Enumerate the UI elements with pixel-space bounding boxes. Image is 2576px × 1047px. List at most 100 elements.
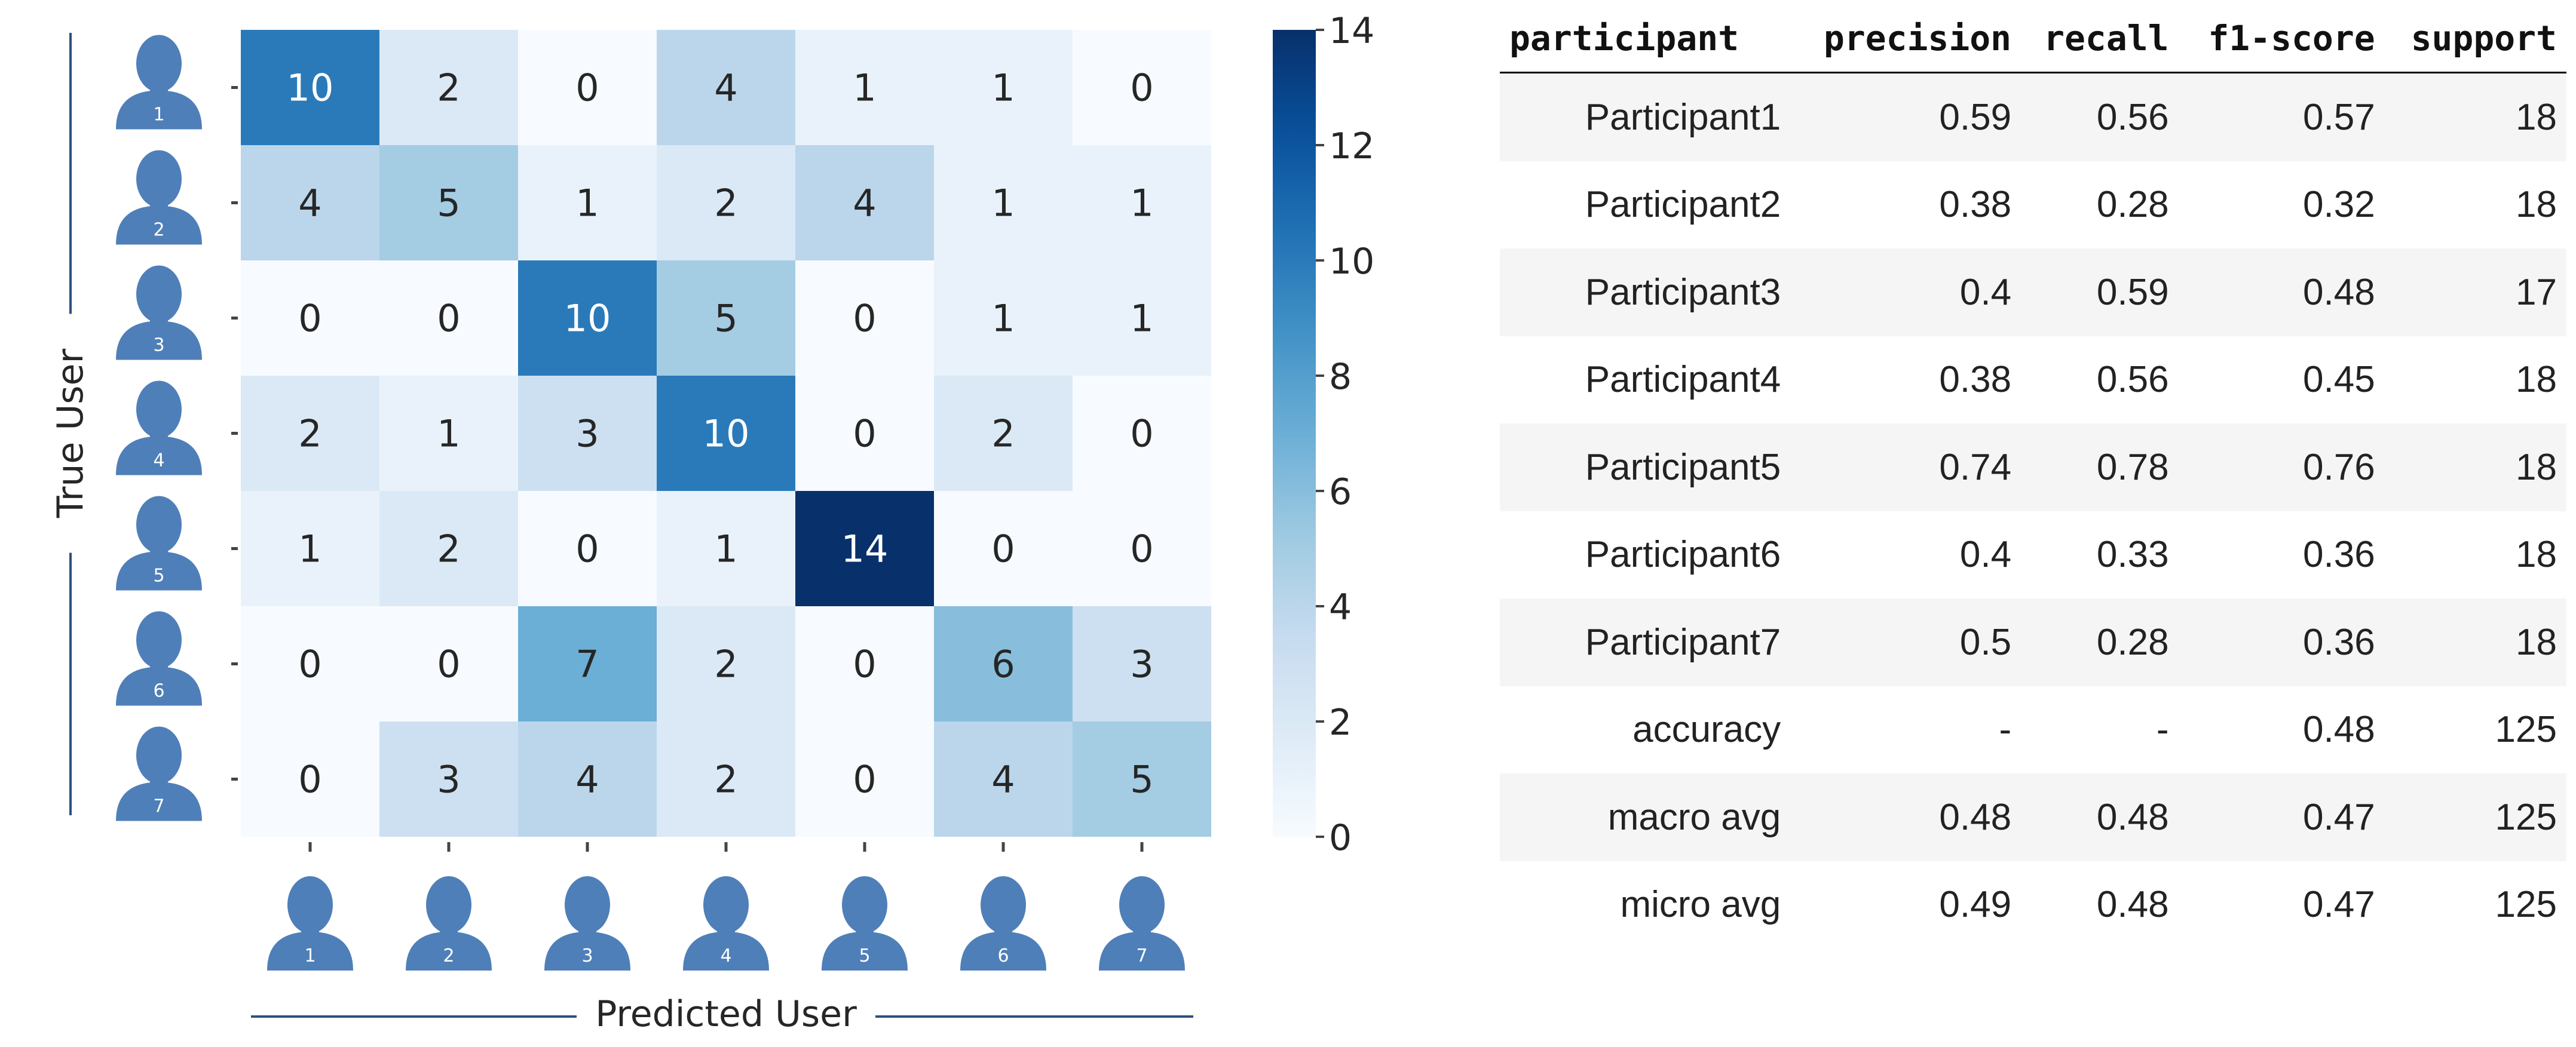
icon-number: 2 — [443, 945, 454, 966]
icon-number: 2 — [153, 220, 164, 241]
confusion-matrix-figure: 10 2 0 4 1 1 04 5 1 2 4 1 10 0 10 5 0 1 12 1 3 10 0 2 01 2 0 1 14 0 00… — [50, 10, 1374, 1035]
report-cell: - — [2021, 686, 2179, 773]
icon-number: 6 — [153, 681, 164, 702]
colorbar-tick-label: 8 — [1329, 356, 1352, 398]
icon-head — [136, 611, 182, 669]
heatmap-cell-label: 10 — [564, 297, 611, 340]
heatmap-cell — [934, 260, 1073, 376]
report-row: micro avg 0.49 0.48 0.47 125 — [1500, 861, 2566, 948]
heatmap-cell-label: 10 — [703, 412, 750, 456]
icon-body — [116, 551, 202, 591]
heatmap-cell-label: 0 — [1130, 66, 1153, 110]
icon-body — [116, 90, 202, 130]
report-cell: 0.5 — [1790, 598, 2021, 686]
heatmap-cell — [518, 30, 657, 145]
heatmap-cell — [1073, 491, 1211, 606]
colorbar — [1273, 30, 1316, 837]
report-cell: 0.36 — [2178, 511, 2385, 598]
heatmap-cell — [795, 30, 934, 145]
report-cell: 0.4 — [1790, 511, 2021, 598]
heatmap-cell-label: 1 — [853, 66, 876, 110]
icon-head — [1119, 876, 1165, 934]
heatmap-cell-label: 1 — [437, 412, 460, 456]
report-cell: 0.4 — [1790, 248, 2021, 336]
heatmap-cell-label: 1 — [575, 182, 599, 225]
report-cell: 0.32 — [2178, 161, 2385, 248]
heatmap-cell-label: 3 — [437, 758, 460, 802]
heatmap-cell-label: 0 — [853, 643, 876, 686]
heatmap-cell-label: 0 — [298, 297, 321, 340]
report-cell: 125 — [2384, 686, 2566, 773]
report-cell: 17 — [2384, 248, 2566, 336]
report-cell: 0.28 — [2021, 598, 2179, 686]
icon-body — [822, 932, 908, 971]
icon-body — [960, 932, 1046, 971]
heatmap-cell — [379, 376, 518, 491]
icon-head — [287, 876, 333, 934]
heatmap-cell-label: 2 — [714, 758, 737, 802]
heatmap-cell-label: 0 — [991, 527, 1015, 571]
icon-body — [683, 932, 769, 971]
report-column-header: support — [2384, 5, 2566, 73]
heatmap-cell-label: 2 — [437, 66, 460, 110]
report-cell: 18 — [2384, 423, 2566, 511]
report-row: Participant3 0.4 0.59 0.48 17 — [1500, 248, 2566, 336]
heatmap-cell — [241, 30, 379, 145]
icon-head — [136, 726, 182, 784]
heatmap-cell — [1073, 145, 1211, 260]
colorbar-tick-label: 14 — [1329, 10, 1374, 52]
heatmap-cell-label: 1 — [714, 527, 737, 571]
report-cell: 0.48 — [1790, 773, 2021, 861]
report-cell: 0.47 — [2178, 861, 2385, 948]
heatmap-cell — [795, 260, 934, 376]
heatmap-cell-label: 0 — [298, 643, 321, 686]
report-cell: 0.28 — [2021, 161, 2179, 248]
heatmap-cell-label: 2 — [714, 643, 737, 686]
heatmap-cell-label: 5 — [714, 297, 737, 340]
report-cell: Participant1 — [1500, 72, 1791, 161]
true-user-icon: 3 — [116, 265, 202, 360]
heatmap-cell — [1073, 376, 1211, 491]
heatmap-cell — [934, 606, 1073, 721]
heatmap-cell-label: 5 — [1130, 758, 1153, 802]
report-cell: 0.76 — [2178, 423, 2385, 511]
heatmap-cell — [241, 721, 379, 837]
icon-body — [116, 205, 202, 245]
icon-number: 6 — [997, 945, 1009, 966]
heatmap-cell — [379, 145, 518, 260]
predicted-user-icon: 1 — [267, 876, 353, 971]
heatmap-cell — [795, 606, 934, 721]
heatmap-cell-label: 3 — [1130, 643, 1153, 686]
icon-body — [544, 932, 630, 971]
heatmap-cell-label: 4 — [575, 758, 599, 802]
report-column-header: precision — [1790, 5, 2021, 73]
report-cell: 0.48 — [2021, 773, 2179, 861]
predicted-user-icon: 4 — [683, 876, 769, 971]
icon-body — [1099, 932, 1185, 971]
x-axis-label: Predicted User — [595, 993, 857, 1035]
heatmap-cell — [657, 145, 795, 260]
report-row: Participant7 0.5 0.28 0.36 18 — [1500, 598, 2566, 686]
heatmap-cell — [657, 721, 795, 837]
icon-head — [136, 380, 182, 438]
report-cell: 0.78 — [2021, 423, 2179, 511]
heatmap-cell — [379, 721, 518, 837]
heatmap-cell — [379, 491, 518, 606]
colorbar-tick-label: 6 — [1329, 471, 1352, 513]
heatmap-cell-label: 2 — [437, 527, 460, 571]
heatmap-cell-label: 0 — [575, 66, 599, 110]
report-cell: 0.49 — [1790, 861, 2021, 948]
heatmap-cell — [518, 145, 657, 260]
y-axis-label: True User — [50, 349, 91, 519]
report-cell: 0.47 — [2178, 773, 2385, 861]
report-cell: 0.48 — [2178, 686, 2385, 773]
report-cell: 18 — [2384, 72, 2566, 161]
heatmap-cell-label: 0 — [1130, 527, 1153, 571]
report-cell: 0.56 — [2021, 72, 2179, 161]
icon-body — [116, 667, 202, 706]
heatmap-cell — [1073, 721, 1211, 837]
icon-head — [426, 876, 471, 934]
report-cell: 0.33 — [2021, 511, 2179, 598]
heatmap-cell-label: 2 — [298, 412, 321, 456]
true-user-icon: 6 — [116, 611, 202, 706]
